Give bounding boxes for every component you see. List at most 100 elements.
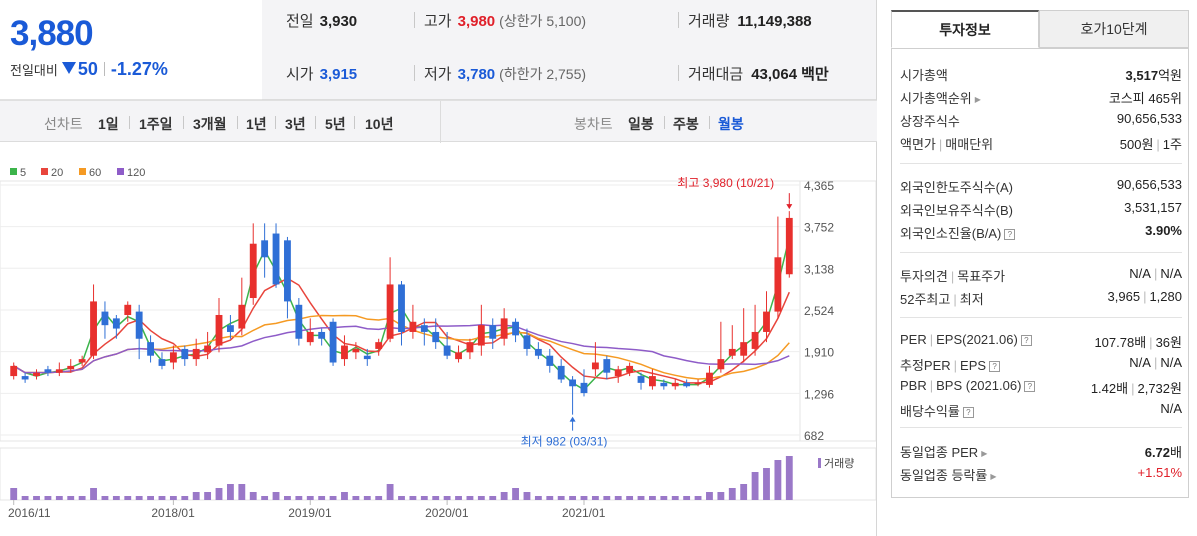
candle-body	[683, 382, 691, 387]
volume-bar	[204, 492, 212, 500]
row-foreign-limit: 외국인한도주식수(A) 90,656,533	[900, 177, 1182, 195]
row-per: PER | EPS(2021.06)? 107.78배 | 36원	[900, 332, 1182, 350]
period-3y-button[interactable]: 3년	[285, 116, 306, 132]
help-icon[interactable]: ?	[1004, 229, 1016, 241]
candle-body	[386, 284, 394, 339]
help-icon[interactable]: ?	[962, 407, 974, 419]
volume-bar	[569, 496, 577, 500]
volume: 거래량 11,149,388	[688, 13, 812, 30]
y-tick-label: 3,752	[804, 221, 834, 235]
candle-body	[318, 331, 326, 339]
volume-bar	[135, 496, 143, 500]
period-1w-button[interactable]: 1주일	[139, 116, 173, 132]
volume-bar	[649, 496, 656, 500]
volume-bar	[740, 484, 748, 500]
stock-chart: 4,365 3,752 3,138 2,524 1,910 1,296 682 5 20 60 12…	[0, 143, 877, 536]
volume-bar	[352, 496, 360, 500]
section-opinion: 투자의견 | 목표주가 N/A | N/A 52주최고 | 최저 3,965 | 1,280	[900, 262, 1182, 318]
candle-body	[67, 365, 75, 370]
volume-bar	[534, 496, 542, 500]
candle-chart-label: 봉차트	[574, 116, 613, 132]
period-10y-button[interactable]: 10년	[365, 116, 394, 132]
period-1y-button[interactable]: 1년	[246, 116, 267, 132]
volume-bar	[284, 496, 291, 500]
candle-body	[637, 376, 645, 383]
divider	[414, 65, 415, 81]
volume-bar	[523, 492, 531, 500]
volume-bar	[90, 488, 97, 500]
divider	[183, 116, 184, 129]
candle-body	[728, 348, 736, 356]
candle-body	[466, 342, 474, 353]
candle-body	[363, 355, 371, 360]
volume-bar	[67, 496, 75, 500]
volume-bar	[432, 496, 440, 500]
candle-body	[238, 304, 246, 329]
volume-bar	[477, 496, 485, 500]
plot-frame	[0, 180, 876, 442]
candle-monthly-button[interactable]: 월봉	[718, 116, 744, 132]
volume-bar	[706, 492, 713, 500]
volume-legend-label: 거래량	[824, 457, 854, 470]
volume-bar	[147, 496, 154, 500]
stock-panel: 3,880 전일대비 50 -1.27% 전일 3,930 고가 3,980 (상한가…	[0, 0, 877, 536]
candle-body	[90, 301, 97, 356]
volume-bar	[614, 496, 622, 500]
candle-body	[512, 321, 519, 336]
candle-body	[785, 217, 793, 275]
volume-bar	[466, 496, 474, 500]
period-5y-button[interactable]: 5년	[325, 116, 346, 132]
legend-swatch	[79, 168, 86, 175]
candle-body	[78, 359, 86, 363]
section-industry: 동일업종 PER ▶ 6.72배 동일업종 등락률 ▶ +1.51%	[900, 438, 1182, 488]
y-tick-label: 2,524	[804, 304, 834, 318]
tab-order-book[interactable]: 호가10단계	[1039, 10, 1189, 48]
divider	[709, 116, 710, 129]
quote-summary: 전일 3,930 고가 3,980 (상한가 5,100) 거래량 11,149,388…	[262, 0, 876, 100]
arrow-right-icon: ▶	[990, 472, 997, 482]
info-tabs: 투자정보 호가10단계	[891, 10, 1189, 48]
candle-body	[249, 243, 257, 299]
candle-body	[55, 369, 63, 373]
change-amount: 50	[77, 58, 98, 79]
tab-invest-info[interactable]: 투자정보	[891, 10, 1039, 48]
candle-body	[455, 352, 462, 360]
line-chart-periods: 선차트 1일 1주일 3개월 1년 3년 5년 10년	[0, 101, 440, 143]
period-1d-button[interactable]: 1일	[98, 116, 119, 132]
volume-bar	[580, 496, 588, 500]
candle-body	[591, 362, 599, 370]
candle-body	[409, 321, 417, 332]
help-icon[interactable]: ?	[1024, 381, 1036, 393]
candle-weekly-button[interactable]: 주봉	[673, 116, 699, 132]
divider	[678, 65, 679, 81]
current-price: 3,880	[10, 14, 94, 53]
legend-swatch	[117, 168, 124, 175]
change-label: 전일대비	[10, 62, 58, 78]
help-icon[interactable]: ?	[1020, 335, 1032, 347]
candle-body	[489, 325, 497, 339]
volume-bar	[774, 460, 782, 500]
candle-body	[329, 321, 337, 363]
row-foreign-ratio: 외국인소진율(B/A)? 3.90%	[900, 223, 1182, 241]
row-52week: 52주최고 | 최저 3,965 | 1,280	[900, 289, 1182, 307]
candle-daily-button[interactable]: 일봉	[628, 116, 654, 132]
help-icon[interactable]: ?	[989, 361, 1001, 373]
volume-bar	[329, 496, 337, 500]
candle-body	[534, 348, 542, 356]
candle-body	[135, 311, 143, 339]
candle-body	[660, 382, 668, 387]
candle-body	[169, 352, 177, 363]
volume-bar	[158, 496, 166, 500]
down-triangle-icon	[61, 61, 76, 77]
prev-close: 전일 3,930	[286, 13, 358, 30]
trade-amount: 거래대금 43,064 백만	[688, 66, 829, 83]
volume-bar	[44, 496, 52, 500]
volume-bar	[215, 488, 223, 500]
legend-label: 120	[127, 167, 145, 179]
section-valuation: PER | EPS(2021.06)? 107.78배 | 36원 추정PER | EPS?…	[900, 328, 1182, 428]
volume-bar	[124, 496, 132, 500]
x-tick-label: 2021/01	[562, 506, 606, 520]
section-market-cap: 시가총액 3,517억원 시가총액순위 ▶ 코스피 465위 상장주식수 90,6…	[900, 61, 1182, 164]
period-3m-button[interactable]: 3개월	[193, 116, 227, 132]
divider	[315, 116, 316, 129]
